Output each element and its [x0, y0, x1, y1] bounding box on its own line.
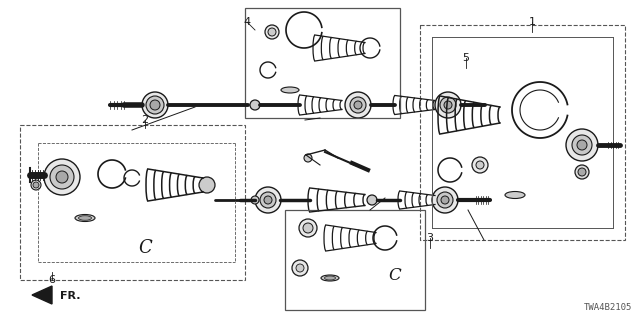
Circle shape — [292, 260, 308, 276]
Circle shape — [265, 25, 279, 39]
Circle shape — [146, 96, 164, 114]
Circle shape — [577, 140, 587, 150]
Text: 6: 6 — [49, 275, 56, 285]
Circle shape — [578, 168, 586, 176]
Circle shape — [575, 165, 589, 179]
Circle shape — [250, 100, 260, 110]
Ellipse shape — [75, 214, 95, 221]
Circle shape — [44, 159, 80, 195]
Circle shape — [444, 101, 452, 109]
Circle shape — [296, 264, 304, 272]
Text: C: C — [388, 267, 401, 284]
Circle shape — [299, 219, 317, 237]
Circle shape — [440, 97, 456, 113]
Circle shape — [437, 192, 453, 208]
Circle shape — [260, 192, 276, 208]
Circle shape — [472, 157, 488, 173]
Bar — [420, 25, 625, 240]
Bar — [20, 125, 245, 280]
Text: TWA4B2105: TWA4B2105 — [584, 303, 632, 312]
Circle shape — [432, 187, 458, 213]
Ellipse shape — [79, 216, 92, 220]
Circle shape — [268, 28, 276, 36]
Ellipse shape — [281, 87, 299, 93]
Circle shape — [31, 180, 41, 190]
Text: 2: 2 — [141, 115, 148, 125]
Circle shape — [251, 196, 259, 204]
Circle shape — [476, 161, 484, 169]
Text: 4: 4 — [243, 17, 251, 27]
Circle shape — [142, 92, 168, 118]
Circle shape — [345, 92, 371, 118]
Text: 3: 3 — [426, 233, 433, 243]
Bar — [245, 8, 400, 118]
Circle shape — [50, 165, 74, 189]
Circle shape — [350, 97, 366, 113]
Circle shape — [264, 196, 272, 204]
Text: FR.: FR. — [60, 291, 81, 301]
Circle shape — [566, 129, 598, 161]
Text: 5: 5 — [463, 53, 470, 63]
Circle shape — [303, 223, 313, 233]
Bar — [285, 210, 425, 310]
Circle shape — [354, 101, 362, 109]
Circle shape — [304, 154, 312, 162]
Circle shape — [255, 187, 281, 213]
Circle shape — [150, 100, 160, 110]
Circle shape — [572, 135, 592, 155]
Circle shape — [435, 92, 461, 118]
Circle shape — [199, 177, 215, 193]
Circle shape — [441, 196, 449, 204]
Text: C: C — [138, 239, 152, 257]
Circle shape — [56, 171, 68, 183]
Ellipse shape — [505, 191, 525, 198]
Circle shape — [367, 195, 377, 205]
Circle shape — [33, 182, 39, 188]
Polygon shape — [32, 286, 52, 304]
Text: 1: 1 — [529, 17, 536, 27]
Ellipse shape — [321, 275, 339, 281]
Ellipse shape — [324, 276, 335, 280]
